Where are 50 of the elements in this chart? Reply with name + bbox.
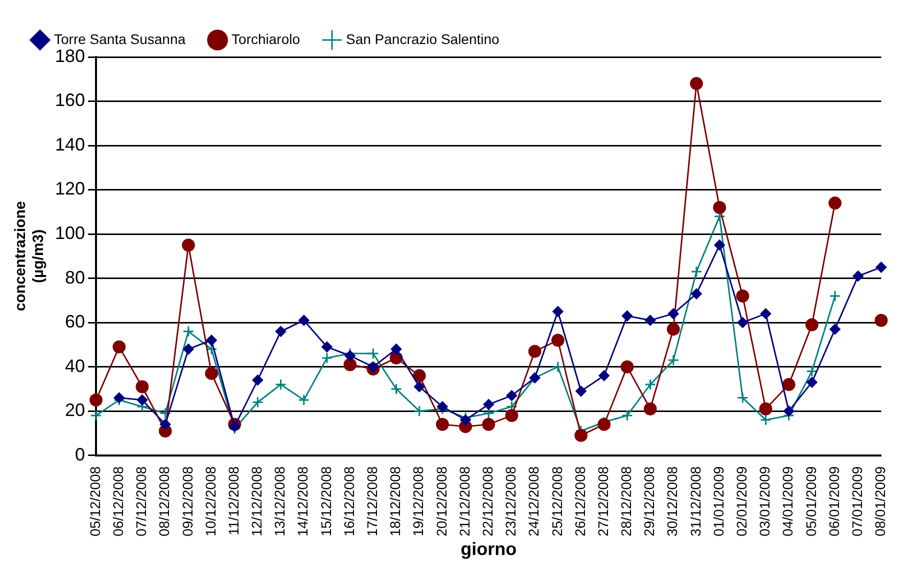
x-tick-label: 27/12/2008 <box>594 466 611 536</box>
x-tick-label: 24/12/2008 <box>526 466 542 536</box>
x-tick-label: 08/01/2009 <box>872 466 888 536</box>
legend-label: San Pancrazio Salentino <box>346 30 500 47</box>
x-tick-label: 15/12/2008 <box>318 466 334 536</box>
y-tick-label: 100 <box>54 223 86 244</box>
x-tick-label: 17/12/2008 <box>364 466 380 536</box>
y-tick-label: 80 <box>65 267 86 288</box>
x-tick-label: 14/12/2008 <box>294 466 311 536</box>
x-tick-label: 13/12/2008 <box>272 466 288 536</box>
x-tick-label: 18/12/2008 <box>387 466 404 536</box>
x-tick-label: 11/12/2008 <box>225 466 242 536</box>
x-tick-label: 20/12/2008 <box>433 466 450 536</box>
x-tick-label: 05/12/2008 <box>86 466 103 536</box>
legend-label: Torchiarolo <box>232 30 300 47</box>
y-tick-label: 20 <box>65 400 86 420</box>
y-axis-title: concentrazione (µg/m3) <box>12 201 48 312</box>
x-tick-label: 06/12/2008 <box>110 466 126 536</box>
y-tick-label: 60 <box>65 312 86 332</box>
x-tick-label: 28/12/2008 <box>618 466 634 536</box>
x-tick-label: 08/12/2008 <box>156 466 172 536</box>
x-tick-label: 26/12/2008 <box>572 466 588 536</box>
x-tick-label: 29/12/2008 <box>641 466 658 536</box>
x-axis-title: giorno <box>460 539 517 560</box>
x-tick-label: 22/12/2008 <box>479 466 496 536</box>
x-tick-label: 21/12/2008 <box>456 466 472 536</box>
x-tick-label: 06/01/2009 <box>826 466 842 536</box>
y-tick-label: 120 <box>54 178 86 199</box>
x-tick-label: 16/12/2008 <box>340 466 357 536</box>
x-tick-label: 07/12/2008 <box>133 466 150 536</box>
x-tick-label: 02/01/2009 <box>734 466 750 536</box>
y-tick-label: 0 <box>75 444 86 464</box>
x-tick-label: 10/12/2008 <box>202 466 218 536</box>
x-tick-label: 05/01/2009 <box>802 466 819 536</box>
y-tick-label: 140 <box>54 134 86 154</box>
x-tick-label: 04/01/2009 <box>780 466 796 536</box>
x-tick-label: 31/12/2008 <box>687 466 704 536</box>
x-tick-label: 30/12/2008 <box>664 466 680 536</box>
x-tick-label: 23/12/2008 <box>502 466 519 536</box>
x-tick-label: 25/12/2008 <box>548 466 565 536</box>
x-tick-label: 09/12/2008 <box>179 466 196 536</box>
x-tick-label: 01/01/2009 <box>710 466 726 536</box>
y-tick-label: 160 <box>54 90 86 110</box>
y-tick-label: 40 <box>65 356 86 376</box>
legend-label: Torre Santa Susanna <box>54 30 186 47</box>
x-tick-label: 03/01/2009 <box>756 466 773 536</box>
x-tick-label: 07/01/2009 <box>848 466 865 536</box>
x-tick-label: 12/12/2008 <box>248 466 265 536</box>
x-tick-label: 19/12/2008 <box>410 466 426 536</box>
y-tick-label: 180 <box>54 46 86 66</box>
